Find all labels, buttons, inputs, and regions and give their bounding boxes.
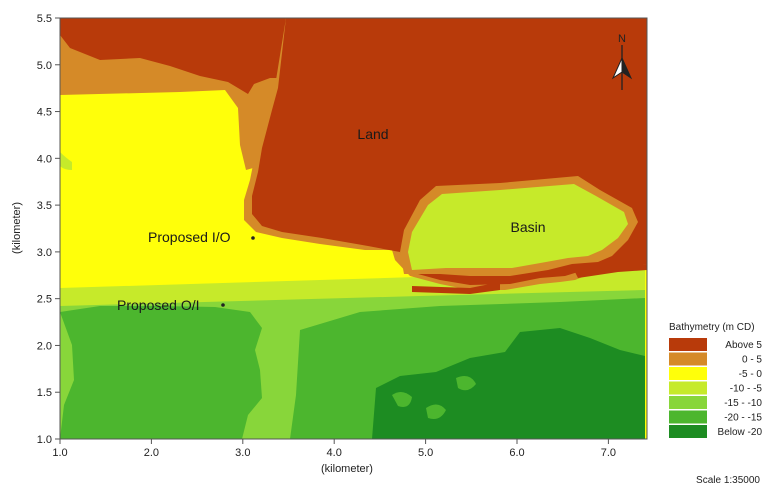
legend-item-label: -20 - -15 [724, 413, 762, 424]
y-tick-label: 5.5 [37, 13, 52, 25]
label-proposed-oi: Proposed O/I [117, 297, 200, 313]
zone-land-northwest [60, 18, 286, 94]
zone-minus20-minus15 [60, 306, 262, 439]
map-area [60, 18, 647, 439]
legend-item-label: 0 - 5 [742, 355, 762, 366]
scale-label: Scale 1:35000 [696, 475, 760, 486]
y-tick-label: 1.0 [37, 434, 52, 446]
x-tick-label: 1.0 [52, 447, 67, 459]
y-tick-label: 3.0 [37, 247, 52, 259]
y-tick-label: 1.5 [37, 387, 52, 399]
x-tick-label: 5.0 [418, 447, 433, 459]
y-tick-label: 4.0 [37, 153, 52, 165]
plot-frame [59, 17, 648, 440]
legend-item-label: Above 5 [725, 340, 762, 351]
legend-item-label: -5 - 0 [739, 369, 763, 380]
zone-minus10-minus5-bay [60, 152, 72, 170]
patch-deep-3 [456, 376, 476, 391]
legend-item-label: -10 - -5 [730, 384, 763, 395]
x-axis-title: (kilometer) [321, 463, 373, 475]
legend-swatch [669, 367, 707, 380]
y-tick-label: 5.0 [37, 60, 52, 72]
y-tick-label: 4.5 [37, 107, 52, 119]
legend-swatch [669, 352, 707, 366]
x-tick-label: 7.0 [601, 447, 616, 459]
x-axis: 1.0 2.0 3.0 4.0 5.0 6.0 7.0 [52, 439, 616, 459]
x-tick-label: 6.0 [509, 447, 524, 459]
legend: Above 5 0 - 5 -5 - 0 -10 - -5 -15 - -10 -20 -… [669, 338, 762, 438]
north-label: N [618, 33, 626, 45]
patch-deep-2 [426, 404, 446, 419]
x-tick-label: 2.0 [144, 447, 159, 459]
legend-swatch [669, 381, 707, 395]
y-tick-label: 2.5 [37, 294, 52, 306]
legend-item-label: -15 - -10 [724, 398, 762, 409]
patch-deep-1 [392, 391, 412, 407]
proposed-io-marker [251, 236, 255, 240]
legend-title: Bathymetry (m CD) [669, 322, 755, 333]
proposed-oi-marker [221, 303, 225, 307]
y-axis-title: (kilometer) [11, 202, 23, 254]
north-arrow-icon: N [611, 33, 633, 90]
y-tick-label: 3.5 [37, 200, 52, 212]
legend-swatch [669, 410, 707, 424]
label-land: Land [357, 126, 388, 142]
breakwater-west [412, 282, 500, 294]
legend-swatch [669, 338, 707, 351]
y-axis: 1.0 1.5 2.0 2.5 3.0 3.5 4.0 4.5 5.0 5.5 [37, 13, 60, 446]
y-tick-label: 2.0 [37, 340, 52, 352]
label-basin: Basin [510, 219, 545, 235]
label-proposed-io: Proposed I/O [148, 229, 231, 245]
breakwater-east [575, 264, 647, 278]
basin-water [408, 184, 628, 270]
legend-swatch [669, 425, 707, 438]
legend-swatch [669, 396, 707, 409]
x-tick-label: 3.0 [235, 447, 250, 459]
x-tick-label: 4.0 [327, 447, 342, 459]
legend-item-label: Below -20 [718, 427, 763, 438]
